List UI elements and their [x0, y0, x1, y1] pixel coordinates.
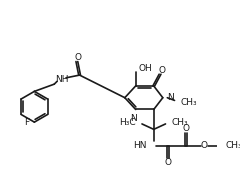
Text: N: N — [131, 114, 137, 123]
Text: NH: NH — [55, 75, 68, 84]
Text: O: O — [165, 158, 172, 167]
Text: OH: OH — [138, 64, 152, 73]
Text: CH₃: CH₃ — [181, 98, 198, 107]
Text: O: O — [158, 66, 165, 75]
Text: N: N — [167, 93, 174, 102]
Text: CH₃: CH₃ — [172, 118, 188, 127]
Text: F: F — [24, 118, 29, 127]
Text: O: O — [74, 53, 81, 62]
Text: H₃C: H₃C — [119, 118, 136, 127]
Text: CH₃: CH₃ — [225, 141, 240, 150]
Text: HN: HN — [133, 141, 146, 150]
Text: O: O — [183, 124, 190, 133]
Text: O: O — [201, 141, 208, 150]
